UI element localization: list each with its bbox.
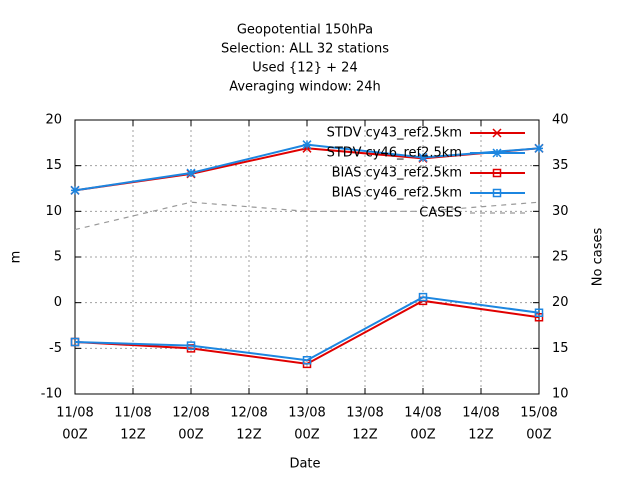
y-tick-label: -10 bbox=[41, 387, 62, 402]
y2-tick-label: 15 bbox=[552, 341, 569, 356]
marker bbox=[418, 152, 428, 162]
marker bbox=[70, 337, 80, 347]
x-axis-label: Date bbox=[289, 457, 320, 472]
chart-title: Averaging window: 24h bbox=[229, 80, 381, 95]
chart-title: Selection: ALL 32 stations bbox=[221, 42, 389, 57]
x-tick-label: 12Z bbox=[120, 428, 146, 443]
marker bbox=[418, 292, 428, 302]
y-tick-label: 20 bbox=[45, 113, 62, 128]
plot-frame bbox=[74, 119, 540, 395]
x-tick-label: 12Z bbox=[468, 428, 494, 443]
x-tick-label: 00Z bbox=[294, 428, 320, 443]
y2-tick-label: 40 bbox=[552, 113, 569, 128]
y2-tick-label: 20 bbox=[552, 295, 569, 310]
y-axis-label: m bbox=[9, 251, 24, 264]
marker bbox=[302, 140, 312, 150]
legend-label: STDV cy46_ref2.5km bbox=[327, 146, 462, 161]
x-tick-label: 11/08 bbox=[56, 406, 93, 421]
y-tick-label: 15 bbox=[45, 158, 62, 173]
legend-label: CASES bbox=[419, 206, 462, 221]
legend-marker bbox=[492, 168, 502, 178]
x-tick-label: 14/08 bbox=[404, 406, 441, 421]
legend-marker bbox=[492, 188, 502, 198]
chart-title: Used {12} + 24 bbox=[252, 61, 357, 76]
x-tick-label: 00Z bbox=[410, 428, 436, 443]
x-tick-label: 00Z bbox=[62, 428, 88, 443]
x-tick-label: 14/08 bbox=[462, 406, 499, 421]
marker bbox=[534, 308, 544, 317]
marker bbox=[186, 168, 196, 178]
y2-tick-label: 35 bbox=[552, 158, 569, 173]
marker bbox=[302, 355, 312, 365]
series-line bbox=[74, 296, 540, 362]
marker bbox=[534, 143, 544, 153]
x-tick-label: 13/08 bbox=[288, 406, 325, 421]
legend-label: BIAS cy46_ref2.5km bbox=[332, 186, 462, 201]
y-tick-label: 10 bbox=[45, 204, 62, 219]
series-line bbox=[74, 201, 540, 231]
x-tick-label: 00Z bbox=[178, 428, 204, 443]
x-tick-label: 11/08 bbox=[114, 406, 151, 421]
x-tick-label: 00Z bbox=[526, 428, 552, 443]
chart-title: Geopotential 150hPa bbox=[237, 23, 373, 38]
legend-marker bbox=[492, 128, 502, 138]
marker bbox=[534, 313, 544, 322]
marker bbox=[70, 185, 80, 195]
x-tick-label: 15/08 bbox=[520, 406, 557, 421]
y2-axis-label: No cases bbox=[591, 228, 606, 287]
y-tick-label: 0 bbox=[54, 295, 62, 310]
y2-tick-label: 10 bbox=[552, 387, 569, 402]
x-tick-label: 12Z bbox=[236, 428, 262, 443]
y2-tick-label: 30 bbox=[552, 204, 569, 219]
legend-marker bbox=[492, 148, 502, 158]
x-tick-label: 12/08 bbox=[172, 406, 209, 421]
y-tick-label: -5 bbox=[49, 341, 62, 356]
x-tick-label: 13/08 bbox=[346, 406, 383, 421]
x-tick-label: 12/08 bbox=[230, 406, 267, 421]
legend-label: BIAS cy43_ref2.5km bbox=[332, 166, 462, 181]
x-tick-label: 12Z bbox=[352, 428, 378, 443]
y-tick-label: 5 bbox=[54, 250, 62, 265]
y2-tick-label: 25 bbox=[552, 250, 569, 265]
legend-label: STDV cy43_ref2.5km bbox=[327, 126, 462, 141]
marker bbox=[186, 341, 196, 350]
